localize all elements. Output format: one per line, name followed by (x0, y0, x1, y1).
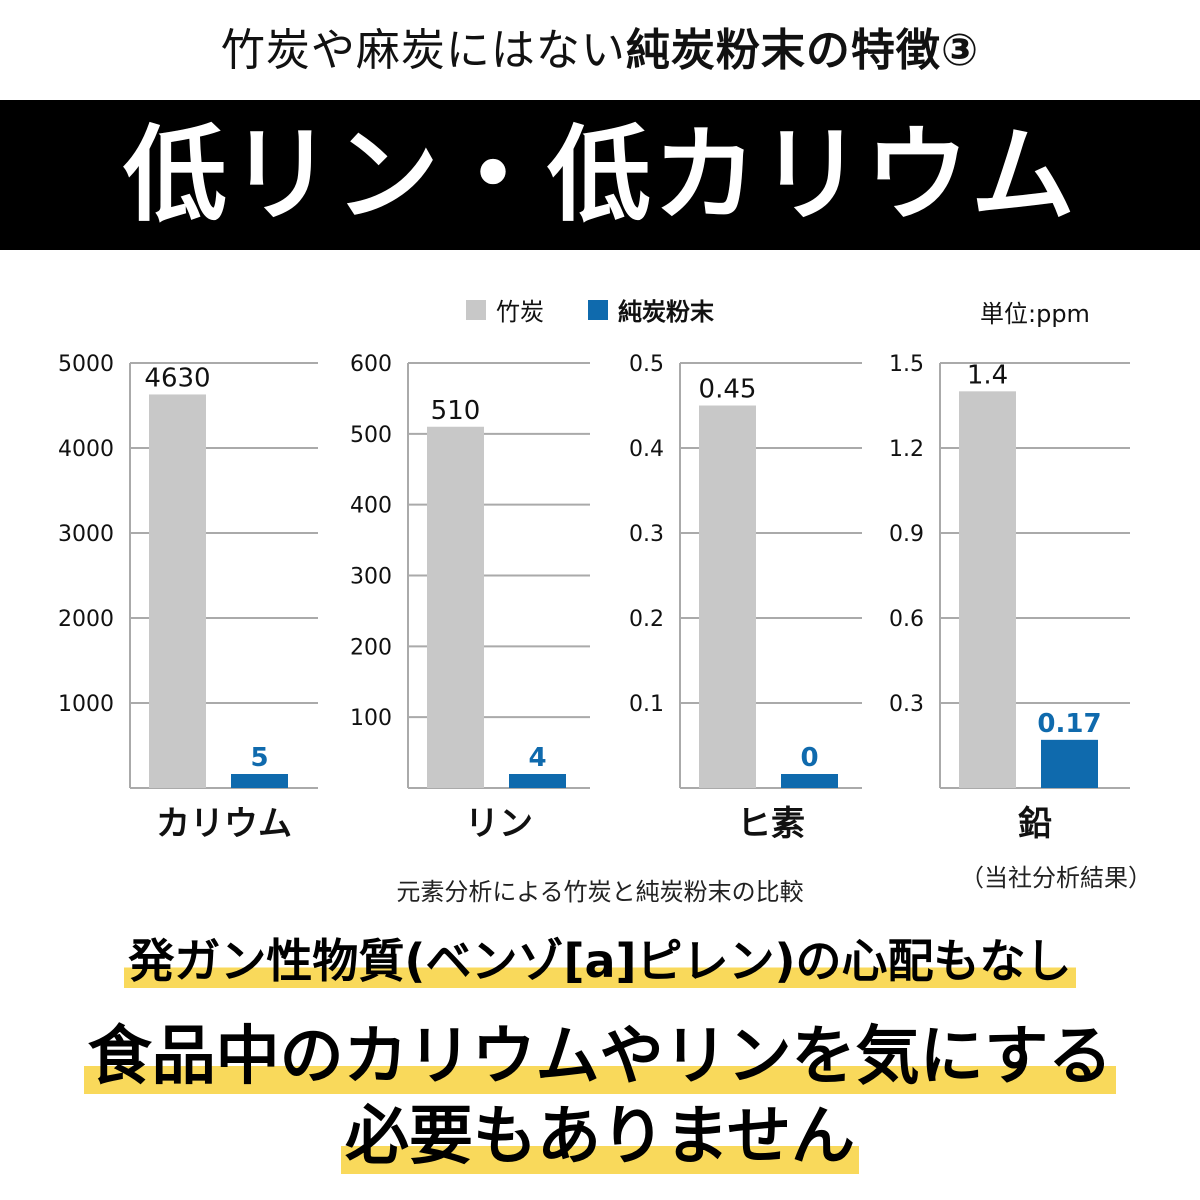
y-tick-label: 1.5 (889, 352, 924, 377)
y-tick-label: 4000 (58, 437, 114, 462)
legend-item-pure: 純炭粉末 (588, 292, 714, 327)
page-title: 低リン・低カリウム (122, 114, 1077, 236)
title-band (0, 100, 1200, 250)
bar-pure-charcoal (509, 774, 566, 788)
y-tick-label: 0.4 (629, 437, 664, 462)
bar-pure-charcoal (781, 774, 838, 788)
legend-label: 竹炭 (496, 298, 544, 326)
bar-bamboo-charcoal (699, 405, 756, 788)
legend-swatch (588, 299, 608, 320)
source-note: （当社分析結果） (960, 864, 1152, 892)
unit-label: 単位:ppm (980, 300, 1090, 328)
data-label: 0 (800, 743, 818, 773)
y-tick-label: 200 (350, 635, 392, 660)
footer-line-3: 必要もありません (0, 1085, 1200, 1177)
legend-label: 純炭粉末 (618, 298, 714, 326)
data-label: 0.17 (1037, 709, 1101, 739)
y-tick-label: 400 (350, 494, 392, 519)
bar-pure-charcoal (1041, 739, 1098, 788)
y-tick-label: 0.5 (629, 352, 664, 377)
y-tick-label: 0.9 (889, 522, 924, 547)
subtitle-plain: 竹炭や麻炭にはない (220, 25, 626, 76)
y-tick-label: 5000 (58, 352, 114, 377)
subtitle: 竹炭や麻炭にはない純炭粉末の特徴③ (0, 14, 1200, 78)
bar-pure-charcoal (231, 774, 288, 788)
y-tick-label: 100 (350, 706, 392, 731)
y-tick-label: 1.2 (889, 437, 924, 462)
footer-text: 食品中のカリウムやリンを気にする (83, 1020, 1117, 1094)
y-tick-label: 0.2 (629, 607, 664, 632)
footer-line-2: 食品中のカリウムやリンを気にする (0, 1005, 1200, 1097)
y-tick-label: 2000 (58, 607, 114, 632)
y-tick-label: 600 (350, 352, 392, 377)
bar-bamboo-charcoal (427, 426, 484, 788)
category-label: カリウム (156, 804, 292, 844)
chart-caption: 元素分析による竹炭と純炭粉末の比較 (396, 878, 804, 906)
y-tick-label: 0.3 (889, 692, 924, 717)
data-label: 510 (431, 396, 481, 426)
data-label: 5 (250, 743, 268, 773)
subtitle-bold: 純炭粉末の特徴③ (625, 25, 980, 76)
data-label: 4630 (144, 363, 210, 393)
data-label: 1.4 (967, 360, 1008, 390)
category-label: ヒ素 (737, 804, 805, 844)
category-label: 鉛 (1018, 804, 1052, 844)
y-tick-label: 0.6 (889, 607, 924, 632)
bar-bamboo-charcoal (149, 394, 206, 788)
footer-line-1: 発ガン性物質(ベンゾ[a]ピレン)の心配もなし (0, 925, 1200, 991)
y-tick-label: 300 (350, 565, 392, 590)
footer-text: 発ガン性物質(ベンゾ[a]ピレン)の心配もなし (124, 934, 1076, 988)
legend-swatch (466, 299, 486, 320)
y-tick-label: 500 (350, 423, 392, 448)
data-label: 0.45 (699, 375, 757, 405)
footer-text: 必要もありません (340, 1100, 860, 1174)
y-tick-label: 3000 (58, 522, 114, 547)
y-tick-label: 0.3 (629, 522, 664, 547)
legend-item-bamboo: 竹炭 (466, 292, 544, 327)
y-tick-label: 0.1 (629, 692, 664, 717)
category-label: リン (465, 804, 533, 844)
bar-bamboo-charcoal (959, 391, 1016, 788)
y-tick-label: 1000 (58, 692, 114, 717)
data-label: 4 (528, 743, 546, 773)
